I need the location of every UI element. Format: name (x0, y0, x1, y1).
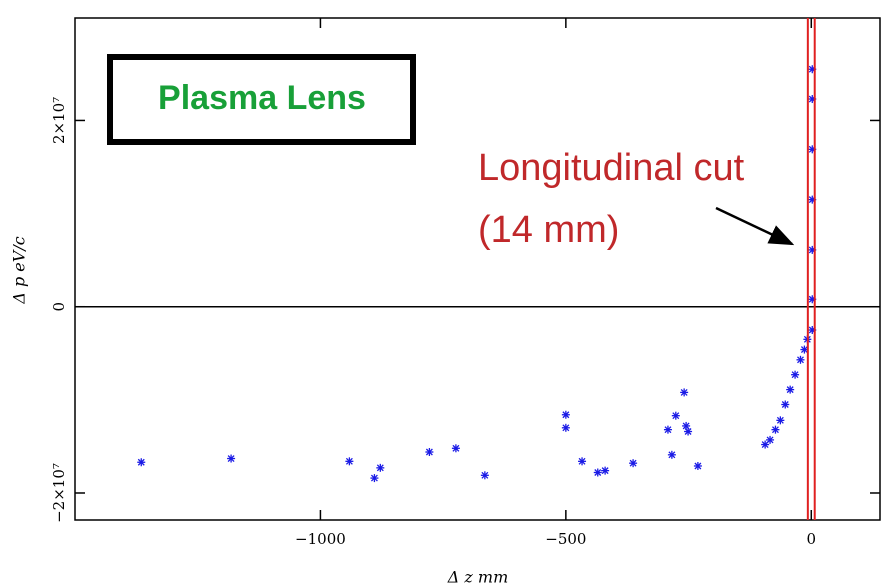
point (671, 411, 680, 420)
label-box (107, 54, 416, 145)
point (451, 444, 460, 453)
point (425, 448, 434, 457)
x-tick-label: −500 (545, 530, 586, 548)
point (766, 435, 775, 444)
point (781, 400, 790, 409)
point (593, 468, 602, 477)
point (776, 416, 785, 425)
x-tick-label: 0 (807, 530, 817, 548)
point (800, 345, 809, 354)
annotation-line: (14 mm) (478, 209, 619, 251)
point (370, 474, 379, 483)
y-tick-label: −2×10⁷ (50, 463, 68, 523)
annotation-line: Longitudinal cut (478, 147, 745, 189)
point (680, 388, 689, 397)
point (796, 355, 805, 364)
point (376, 463, 385, 472)
point (791, 370, 800, 379)
x-axis-label: Δ z mm (447, 568, 509, 587)
y-axis-label: Δ p eV/c (10, 236, 29, 304)
point (561, 423, 570, 432)
point (693, 461, 702, 470)
point (480, 471, 489, 480)
point (578, 457, 587, 466)
y-tick-label: 0 (50, 302, 68, 312)
point (345, 457, 354, 466)
point (137, 458, 146, 467)
point (663, 425, 672, 434)
point (561, 410, 570, 419)
x-tick-label: −1000 (295, 530, 346, 548)
y-tick-label: 2×10⁷ (50, 97, 68, 144)
box-label: Plasma Lens (158, 79, 366, 117)
annotation-arrow (715, 206, 795, 246)
point (629, 459, 638, 468)
point (771, 425, 780, 434)
point (227, 454, 236, 463)
point (601, 466, 610, 475)
plot-frame (74, 17, 881, 521)
point (684, 427, 693, 436)
point (786, 385, 795, 394)
point (667, 450, 676, 459)
